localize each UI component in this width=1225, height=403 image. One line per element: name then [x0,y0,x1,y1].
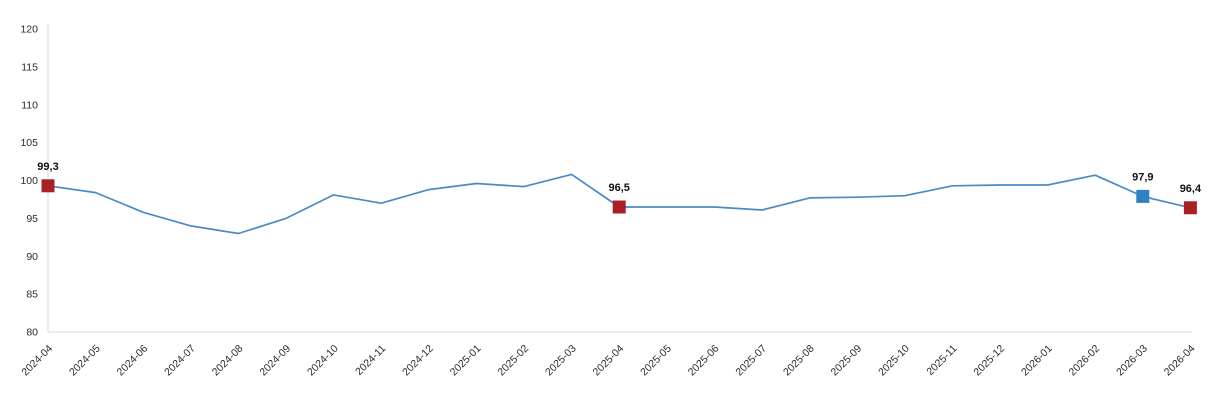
x-axis-tick-label: 2025-01 [448,343,484,379]
data-point-marker [612,200,626,214]
x-axis-tick-label: 2026-02 [1067,343,1103,379]
y-axis-tick-label: 80 [26,327,38,339]
x-axis-tick-label: 2025-11 [924,343,959,378]
x-axis-tick-label: 2024-04 [19,343,55,379]
x-axis-tick-label: 2026-03 [1114,343,1150,379]
data-point-value-label: 99,3 [37,161,58,173]
x-axis-tick-label: 2025-05 [638,343,674,379]
x-axis-tick-label: 2024-12 [400,343,436,379]
x-axis-tick-label: 2025-06 [686,343,722,379]
x-axis-tick-label: 2025-12 [971,343,1007,379]
x-axis-tick-label: 2024-07 [162,343,198,379]
y-axis-tick-label: 90 [26,251,38,263]
data-point-marker [1136,189,1150,203]
y-axis-tick-label: 105 [20,137,38,149]
data-point-marker [41,179,55,193]
y-axis-tick-label: 100 [20,175,38,187]
x-axis-tick-label: 2025-08 [781,343,817,379]
x-axis-tick-label: 2025-03 [543,343,579,379]
x-axis-tick-label: 2025-10 [876,343,912,379]
x-axis-tick-label: 2024-10 [305,343,341,379]
y-axis-tick-label: 110 [21,99,38,111]
y-axis-tick-label: 95 [26,213,38,225]
y-axis-tick-label: 120 [20,24,38,36]
y-axis-tick-label: 85 [26,289,38,301]
x-axis-tick-label: 2024-05 [67,343,103,379]
x-axis-tick-label: 2024-09 [257,343,293,379]
x-axis-tick-label: 2024-08 [210,343,246,379]
x-axis-tick-label: 2024-06 [115,343,151,379]
data-point-value-label: 96,5 [608,182,629,194]
data-point-value-label: 96,4 [1180,183,1202,195]
x-axis-tick-label: 2024-11 [353,343,388,378]
data-point-value-label: 97,9 [1132,171,1153,183]
x-axis-tick-label: 2025-02 [495,343,531,379]
x-axis-tick-label: 2025-04 [591,343,627,379]
y-axis-tick-label: 115 [21,61,38,73]
data-point-marker [1183,201,1197,215]
x-axis-tick-label: 2026-04 [1162,343,1198,379]
x-axis-tick-label: 2025-09 [829,343,865,379]
x-axis-tick-label: 2025-07 [733,343,769,379]
x-axis-tick-label: 2026-01 [1019,343,1055,379]
